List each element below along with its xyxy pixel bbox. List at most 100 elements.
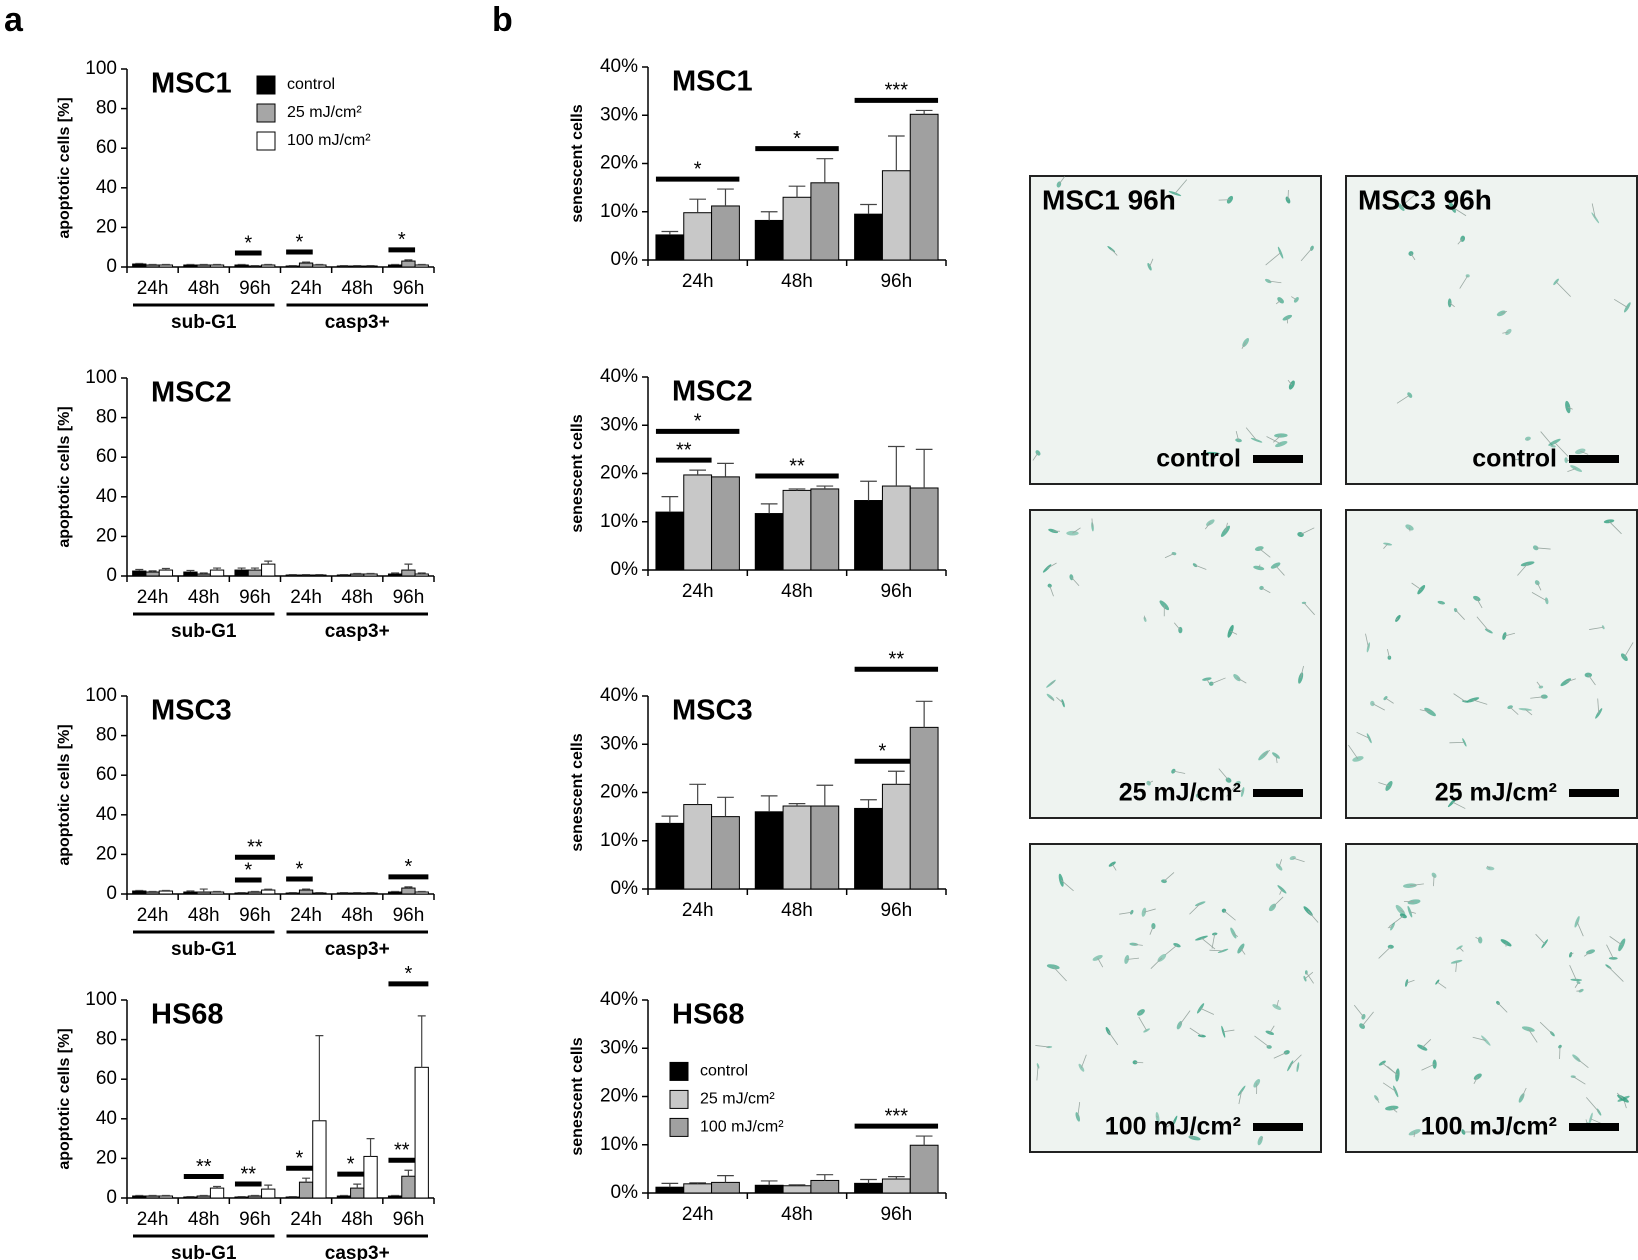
cell-process <box>1455 961 1458 972</box>
bar <box>810 488 840 571</box>
bar <box>183 891 198 895</box>
bar <box>401 1175 416 1199</box>
cell-process <box>1165 944 1178 956</box>
x-tick-label: 96h <box>880 900 912 921</box>
error-bar <box>186 890 195 893</box>
cell-process <box>1472 699 1488 705</box>
x-tick-label: 96h <box>239 278 271 299</box>
y-tick-label: 0% <box>611 878 639 899</box>
chart-title: HS68 <box>151 999 224 1031</box>
cell-process <box>1535 933 1545 945</box>
sig-label: * <box>244 859 252 881</box>
legend-label: 100 mJ/cm² <box>287 132 371 149</box>
error-bar <box>417 572 426 575</box>
group-label: sub-G1 <box>171 312 237 333</box>
cell-process <box>1517 563 1528 576</box>
y-tick-label: 40 <box>96 804 117 825</box>
cell-process <box>1509 706 1519 715</box>
cell-process <box>1173 770 1186 774</box>
cell <box>1366 642 1371 653</box>
cell-process <box>1565 678 1576 683</box>
y-tick-label: 80 <box>96 1029 117 1050</box>
cell-process <box>1194 564 1207 570</box>
cell-process <box>1476 616 1490 632</box>
cell-process <box>1225 522 1228 532</box>
y-tick-label: 0 <box>106 565 117 586</box>
bar <box>683 474 713 571</box>
error-bar <box>887 770 905 785</box>
error-bar <box>404 1169 413 1177</box>
cell-process <box>1421 1038 1432 1048</box>
bar <box>414 891 429 895</box>
x-tick-label: 48h <box>341 905 373 926</box>
error-bar <box>417 1015 426 1068</box>
cell-process <box>1388 915 1404 928</box>
cell-process <box>1072 527 1081 534</box>
chart-title: MSC3 <box>151 695 232 727</box>
chart-title: MSC2 <box>151 377 232 409</box>
cell-process <box>1378 946 1392 959</box>
y-tick-label: 100 <box>85 989 117 1010</box>
bar <box>298 1181 314 1199</box>
cell-process <box>1472 1036 1486 1041</box>
x-tick-label: 24h <box>290 1209 322 1230</box>
cell-process <box>1266 436 1282 445</box>
cell-process <box>1476 598 1483 609</box>
cell-process <box>1521 1087 1527 1099</box>
error-bar <box>161 1194 170 1197</box>
x-tick-label: 24h <box>290 587 322 608</box>
cell-process <box>1609 936 1622 946</box>
cell-process <box>1240 948 1246 955</box>
y-tick-label: 0 <box>106 1187 117 1208</box>
x-tick-label: 24h <box>137 1209 169 1230</box>
cell-process <box>1259 1136 1264 1141</box>
bar <box>881 485 911 571</box>
error-bar <box>199 263 208 266</box>
scale-bar <box>1253 789 1303 797</box>
cell-process <box>1576 1057 1589 1068</box>
y-tick-label: 30% <box>600 104 638 125</box>
bar <box>810 1179 840 1194</box>
bar <box>711 476 740 571</box>
legend-swatch <box>256 75 276 95</box>
cell-process <box>1555 281 1571 297</box>
cell-process <box>1457 238 1463 245</box>
cell-process <box>1291 296 1297 301</box>
bar <box>683 1183 713 1194</box>
bar <box>854 807 883 890</box>
cell <box>1272 1004 1282 1010</box>
y-tick-label: 80 <box>96 725 117 746</box>
bar <box>782 805 812 890</box>
bar <box>145 1195 160 1199</box>
cell-process <box>1238 1090 1243 1105</box>
bar <box>298 889 314 895</box>
cell <box>1518 458 1523 463</box>
bar <box>132 263 147 268</box>
y-tick-label: 40 <box>96 177 117 198</box>
x-tick-label: 96h <box>880 271 912 292</box>
y-axis-label: senescent cells <box>569 414 586 532</box>
cell-process <box>1365 633 1369 648</box>
y-tick-label: 40% <box>600 366 638 387</box>
y-tick-label: 20 <box>96 525 117 546</box>
x-tick-label: 96h <box>393 905 425 926</box>
cell-process <box>1473 1076 1479 1084</box>
error-bar <box>199 1194 208 1197</box>
y-axis-label: apoptotic cells [%] <box>56 724 73 865</box>
cell <box>1124 955 1130 964</box>
y-axis-label: apoptotic cells [%] <box>56 1028 73 1169</box>
error-bar <box>760 503 778 514</box>
cell-process <box>1235 431 1239 441</box>
cell-process <box>1164 553 1175 559</box>
error-bar <box>417 890 426 893</box>
cell-process <box>1372 703 1385 711</box>
cell-process <box>1536 681 1542 688</box>
x-tick-label: 96h <box>239 1209 271 1230</box>
cell-process <box>1046 562 1057 569</box>
error-bar <box>250 567 259 571</box>
cell-process <box>1058 176 1065 185</box>
cell-process <box>1211 933 1216 949</box>
cell-process <box>1189 1027 1203 1037</box>
cell <box>1387 655 1392 660</box>
cell <box>1405 979 1409 987</box>
